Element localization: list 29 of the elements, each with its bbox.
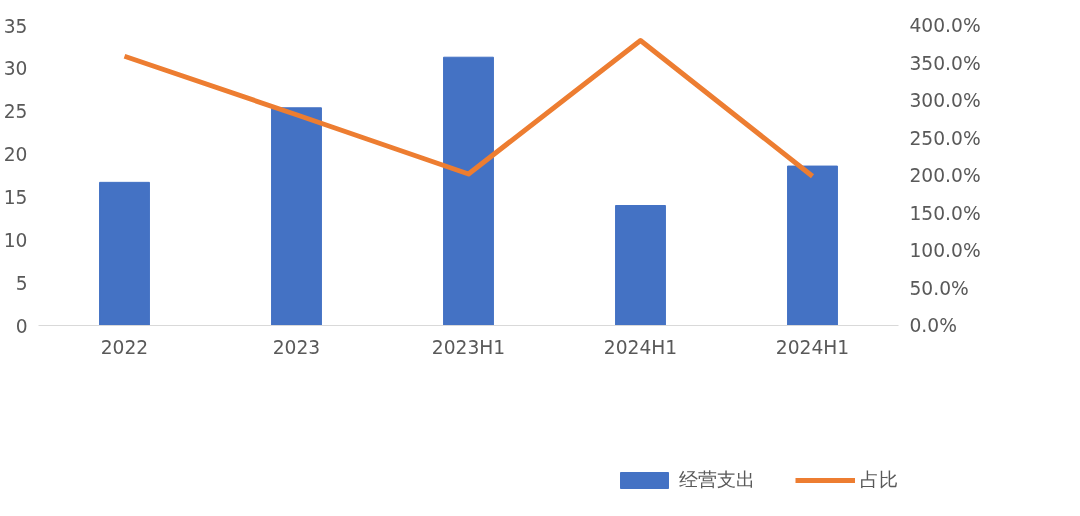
y-tick-label: 5 — [15, 272, 28, 294]
x-tick-label: 2024H1 — [603, 336, 678, 358]
x-tick-label: 2022 — [100, 336, 149, 358]
bar — [787, 165, 838, 326]
y-tick-label: 10 — [3, 229, 28, 251]
x-tick-label: 2023H1 — [431, 336, 506, 358]
x-tick-label: 2023 — [272, 336, 321, 358]
y2-tick-label: 250.0% — [909, 127, 981, 149]
y-tick-label: 0 — [15, 315, 28, 337]
bar — [615, 205, 666, 326]
bar — [443, 56, 494, 326]
y-tick-label: 35 — [3, 15, 28, 37]
y2-tick-label: 200.0% — [909, 165, 981, 186]
x-tick-label: 2024H1 — [775, 336, 850, 358]
y-tick-label: 15 — [3, 186, 28, 208]
y-tick-label: 30 — [3, 58, 28, 80]
y-tick-label: 25 — [3, 101, 28, 123]
y2-tick-label: 0.0% — [909, 315, 957, 336]
y-tick-label: 20 — [3, 144, 28, 166]
y2-tick-label: 100.0% — [909, 240, 981, 261]
bar — [99, 181, 150, 326]
y2-tick-label: 300.0% — [909, 90, 981, 111]
y2-tick-label: 150.0% — [909, 202, 981, 224]
y2-tick-label: 350.0% — [909, 52, 981, 74]
legend-label: 占比 — [860, 468, 898, 492]
y2-tick-label: 400.0% — [909, 15, 981, 36]
bar — [271, 107, 322, 326]
y2-tick-label: 50.0% — [909, 277, 969, 299]
legend-label: 经营支出 — [679, 468, 755, 492]
